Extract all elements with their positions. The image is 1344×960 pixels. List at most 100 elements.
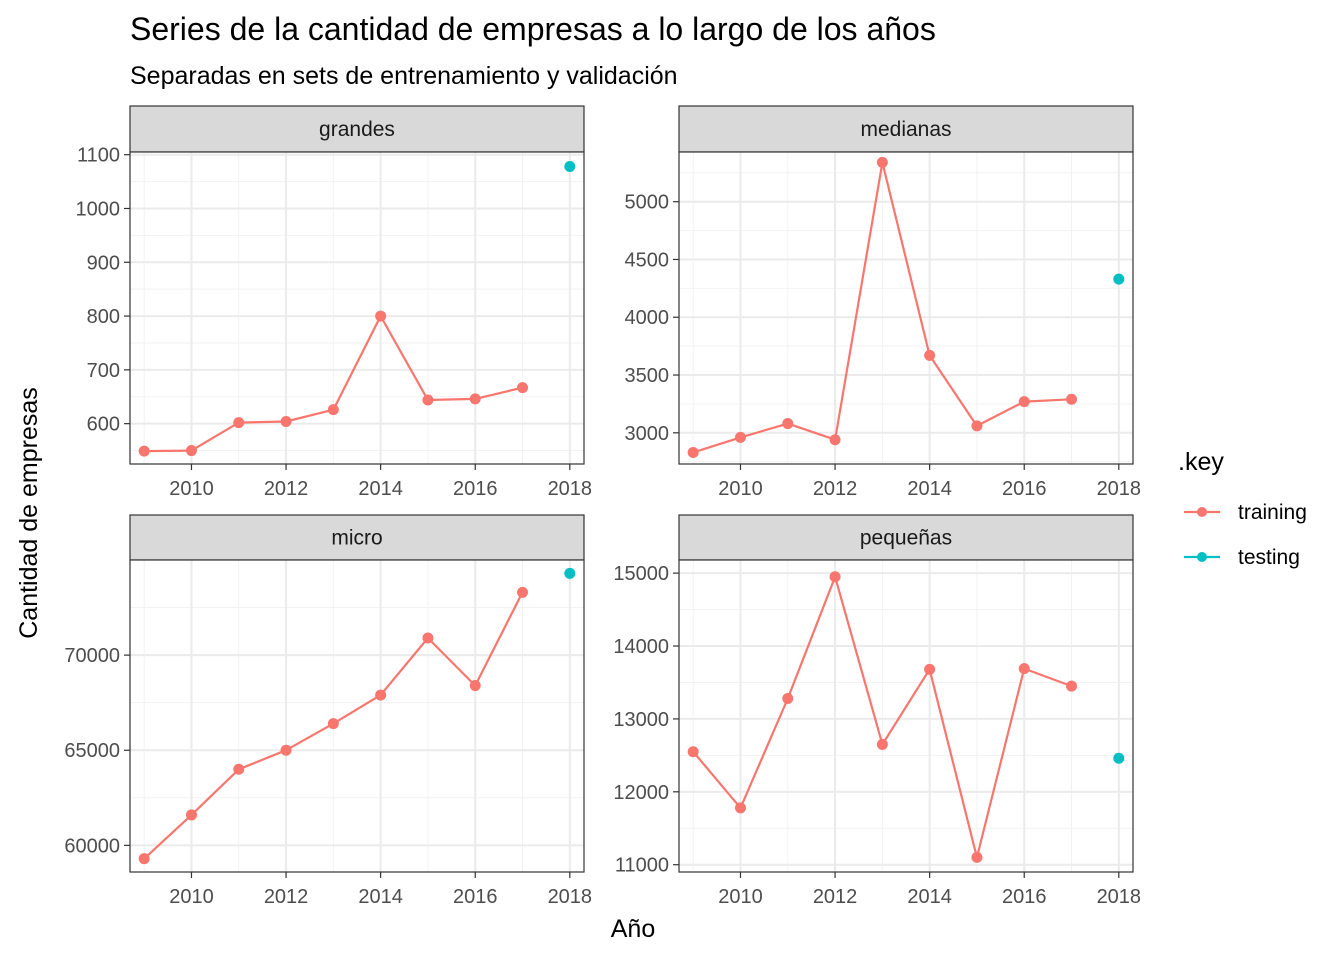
facet-strip-label: micro	[331, 527, 382, 550]
y-axis-title: Cantidad de empresas	[15, 387, 43, 639]
facet-strip-label: grandes	[319, 118, 395, 141]
x-tick-label: 2012	[813, 886, 858, 908]
y-tick-label: 4000	[625, 307, 670, 329]
training-point	[422, 632, 434, 644]
training-point	[1066, 393, 1078, 405]
x-tick-label: 2014	[358, 886, 403, 908]
x-tick-label: 2018	[1097, 478, 1142, 500]
x-tick-label: 2014	[907, 886, 952, 908]
training-point	[687, 746, 699, 758]
training-point	[375, 310, 387, 322]
training-point	[280, 416, 292, 428]
x-tick-label: 2014	[358, 478, 403, 500]
training-point	[327, 404, 339, 416]
training-point	[233, 763, 245, 775]
x-tick-label: 2012	[264, 886, 309, 908]
y-tick-label: 600	[87, 414, 120, 436]
y-tick-label: 70000	[64, 645, 120, 667]
facet-strip	[129, 514, 585, 561]
y-tick-label: 12000	[613, 782, 669, 804]
facet-strip-label: pequeñas	[860, 527, 952, 550]
training-point	[469, 393, 481, 405]
training-point	[876, 738, 888, 750]
training-point	[782, 693, 794, 705]
x-tick-label: 2016	[1002, 478, 1047, 500]
x-tick-label: 2010	[169, 478, 214, 500]
training-point	[1018, 396, 1030, 408]
training-point	[924, 663, 936, 675]
y-tick-label: 60000	[64, 835, 120, 857]
y-tick-label: 3000	[625, 423, 670, 445]
chart-title: Series de la cantidad de empresas a lo l…	[130, 11, 936, 47]
x-tick-label: 2018	[548, 886, 593, 908]
training-point	[517, 382, 529, 394]
x-tick-label: 2016	[1002, 886, 1047, 908]
training-point	[375, 689, 387, 701]
panel-pequenas: pequeñas 11000 12000 13000 14000 15000 2010 201…	[613, 514, 1142, 908]
x-tick-label: 2010	[169, 886, 214, 908]
y-tick-label: 1000	[76, 198, 121, 220]
y-tick-label: 900	[87, 252, 120, 274]
training-point	[876, 156, 888, 168]
training-point	[734, 431, 746, 443]
panel-border	[129, 151, 585, 465]
panel-border	[678, 559, 1134, 873]
testing-point	[1113, 752, 1125, 764]
panel-background	[679, 560, 1133, 872]
training-point	[280, 744, 292, 756]
x-tick-label: 2012	[264, 478, 309, 500]
training-point	[327, 718, 339, 730]
x-tick-label: 2014	[907, 478, 952, 500]
x-axis-title: Año	[611, 915, 655, 943]
y-tick-label: 15000	[613, 563, 669, 585]
training-point	[734, 802, 746, 814]
x-tick-label: 2018	[1097, 886, 1142, 908]
legend-training-label: training	[1238, 501, 1307, 524]
training-point	[138, 853, 150, 865]
panel-micro: micro 60000 65000 70000 2010 2012 2014 2016 2018	[64, 514, 593, 908]
training-point	[185, 445, 197, 457]
training-point	[829, 434, 841, 446]
panel-background	[130, 152, 584, 464]
training-point	[924, 349, 936, 361]
y-tick-label: 13000	[613, 709, 669, 731]
y-tick-label: 800	[87, 306, 120, 328]
x-tick-label: 2016	[453, 478, 498, 500]
panel-background	[130, 560, 584, 872]
testing-point	[1113, 273, 1125, 285]
training-point	[517, 586, 529, 598]
legend: .key training testing	[1178, 448, 1307, 569]
facet-strip	[129, 105, 585, 153]
legend-title: .key	[1178, 448, 1224, 476]
x-tick-label: 2010	[718, 886, 763, 908]
training-point	[829, 571, 841, 583]
legend-testing-label: testing	[1238, 546, 1300, 569]
training-point	[971, 851, 983, 863]
panel-background	[679, 152, 1133, 464]
y-tick-label: 65000	[64, 740, 120, 762]
legend-training-point	[1197, 507, 1207, 517]
x-tick-label: 2010	[718, 478, 763, 500]
x-tick-label: 2018	[548, 478, 593, 500]
training-point	[422, 394, 434, 406]
legend-testing-point	[1197, 552, 1207, 562]
facet-strip	[678, 105, 1134, 153]
y-tick-label: 11000	[615, 855, 669, 877]
y-tick-label: 5000	[625, 192, 670, 214]
testing-point	[564, 161, 576, 173]
y-tick-label: 700	[87, 360, 120, 382]
panel-border	[678, 151, 1134, 465]
training-point	[971, 420, 983, 432]
y-tick-label: 14000	[613, 636, 669, 658]
training-point	[233, 417, 245, 429]
x-tick-label: 2016	[453, 886, 498, 908]
panel-grandes: grandes 600 700 800 900 1000 1100 2010 2012 2014 2…	[76, 105, 593, 500]
training-point	[138, 445, 150, 457]
training-point	[782, 418, 794, 430]
training-point	[1066, 680, 1078, 692]
facet-strip-label: medianas	[860, 118, 951, 141]
training-point	[1018, 663, 1030, 675]
y-tick-label: 4500	[625, 249, 670, 271]
facet-panels: grandes 600 700 800 900 1000 1100 2010 2012 2014 2…	[64, 105, 1142, 908]
